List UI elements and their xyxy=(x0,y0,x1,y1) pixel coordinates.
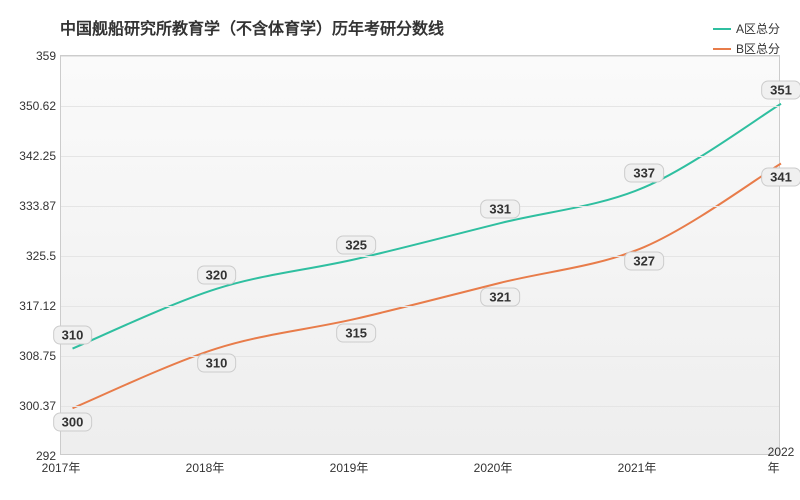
grid-line xyxy=(61,406,779,407)
data-label: 310 xyxy=(197,353,237,372)
plot-area: 292300.37308.75317.12325.5333.87342.2535… xyxy=(60,55,780,455)
y-axis-label: 359 xyxy=(6,49,56,63)
grid-line xyxy=(61,156,779,157)
x-axis-label: 2021年 xyxy=(618,459,657,476)
grid-line xyxy=(61,306,779,307)
x-axis-label: 2019年 xyxy=(330,459,369,476)
data-label: 300 xyxy=(53,413,93,432)
x-axis-label: 2018年 xyxy=(186,459,225,476)
data-label: 327 xyxy=(624,252,664,271)
data-label: 315 xyxy=(336,323,376,342)
y-axis-label: 342.25 xyxy=(6,149,56,163)
legend: A区总分 B区总分 xyxy=(713,20,780,60)
data-label: 310 xyxy=(53,325,93,344)
series-line xyxy=(73,104,781,349)
legend-item-a: A区总分 xyxy=(713,20,780,37)
line-layer xyxy=(61,56,779,454)
legend-swatch-b xyxy=(713,48,731,50)
data-label: 321 xyxy=(480,287,520,306)
x-axis-label: 2022年 xyxy=(768,445,795,476)
data-label: 351 xyxy=(761,80,800,99)
grid-line xyxy=(61,106,779,107)
y-axis-label: 300.37 xyxy=(6,399,56,413)
legend-label-a: A区总分 xyxy=(736,20,780,37)
grid-line xyxy=(61,56,779,57)
y-axis-label: 350.62 xyxy=(6,99,56,113)
grid-line xyxy=(61,206,779,207)
chart-title: 中国舰船研究所教育学（不含体育学）历年考研分数线 xyxy=(10,15,785,39)
data-label: 331 xyxy=(480,200,520,219)
chart-container: 中国舰船研究所教育学（不含体育学）历年考研分数线 A区总分 B区总分 29230… xyxy=(0,0,800,500)
y-axis-label: 325.5 xyxy=(6,249,56,263)
y-axis-label: 317.12 xyxy=(6,299,56,313)
legend-swatch-a xyxy=(713,28,731,30)
x-axis-label: 2020年 xyxy=(474,459,513,476)
y-axis-label: 308.75 xyxy=(6,349,56,363)
data-label: 320 xyxy=(197,265,237,284)
grid-line xyxy=(61,356,779,357)
data-label: 325 xyxy=(336,235,376,254)
data-label: 337 xyxy=(624,164,664,183)
data-label: 341 xyxy=(761,168,800,187)
y-axis-label: 333.87 xyxy=(6,199,56,213)
grid-line xyxy=(61,256,779,257)
x-axis-label: 2017年 xyxy=(42,459,81,476)
series-line xyxy=(73,163,781,408)
